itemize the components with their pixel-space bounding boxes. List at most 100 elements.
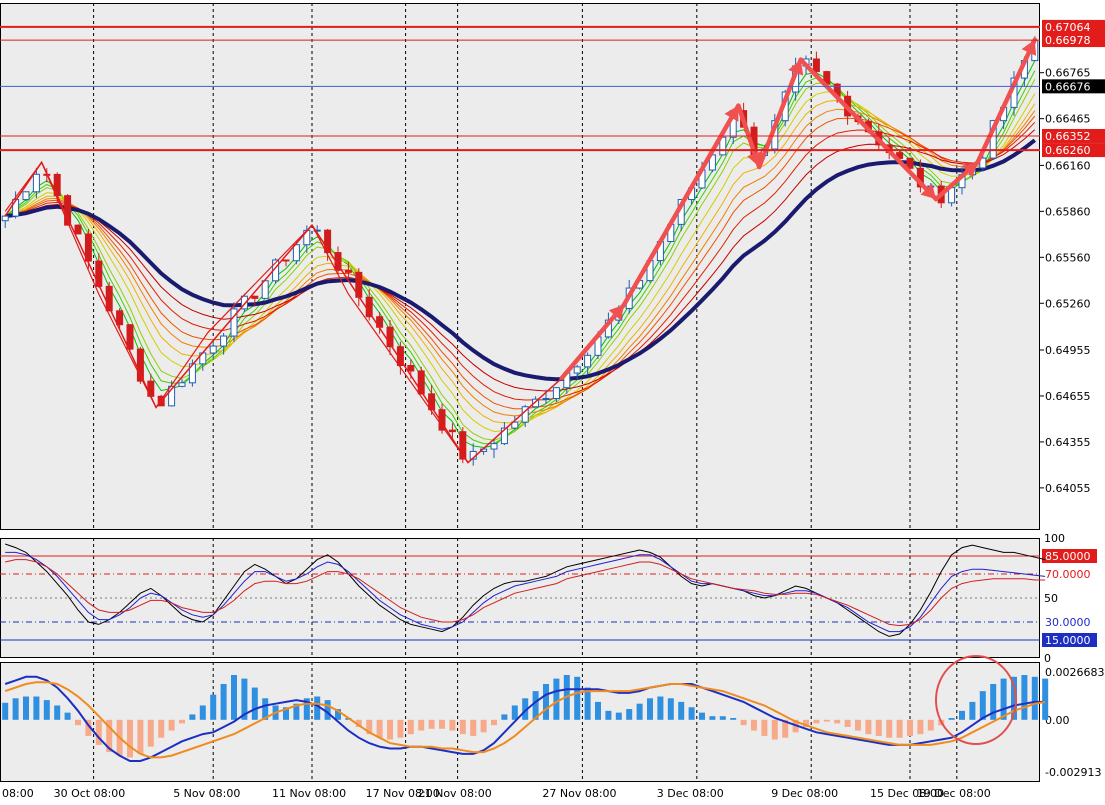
macd-histogram-bar xyxy=(886,719,893,738)
candle-body xyxy=(230,308,238,337)
candle-body xyxy=(386,326,394,348)
trend-arrow-head xyxy=(788,59,804,76)
candle-body xyxy=(105,285,113,312)
candle-body xyxy=(417,370,425,395)
macd-histogram-bar xyxy=(387,719,393,740)
ribbon-ma-line xyxy=(5,115,1036,410)
macd-histogram-bar xyxy=(865,719,872,735)
macd-histogram-bar xyxy=(543,683,549,720)
macd-histogram-bar xyxy=(761,719,768,736)
candle-body xyxy=(1,215,9,222)
x-tick-label: 3 Dec 08:00 xyxy=(657,787,724,800)
macd-histogram-bar xyxy=(730,718,737,720)
candle-body xyxy=(552,387,560,400)
macd-histogram-bar xyxy=(127,719,133,758)
macd-histogram-bar xyxy=(439,719,445,729)
trend-arrow-shaft xyxy=(975,37,1038,165)
macd-histogram-bar xyxy=(355,719,362,727)
macd-histogram-bar xyxy=(293,703,300,720)
macd-histogram-bar xyxy=(366,719,373,735)
x-tick-label: 17 Nov 08:00 xyxy=(366,787,440,800)
x-tick-label: 19 Dec 08:00 xyxy=(917,787,991,800)
candle-body xyxy=(261,280,269,299)
y-tick-label: 0.64355 xyxy=(1045,436,1091,449)
candle-body xyxy=(74,224,82,235)
candle-body xyxy=(490,443,498,450)
macd-histogram-bar xyxy=(85,719,92,736)
macd-histogram-bar xyxy=(1000,678,1007,720)
price-level-label: 0.67064 xyxy=(1045,21,1091,34)
macd-histogram-bar xyxy=(189,714,196,720)
macd-histogram-bar xyxy=(210,694,217,720)
macd-histogram-bar xyxy=(75,719,81,726)
candle-body xyxy=(532,398,540,408)
macd-line xyxy=(4,675,1046,762)
macd-histogram-bar xyxy=(251,687,258,720)
macd-histogram-bar xyxy=(491,719,497,726)
macd-histogram-bar xyxy=(501,714,508,720)
macd-histogram-bar xyxy=(324,700,331,720)
macd-histogram-bar xyxy=(397,719,404,738)
macd-histogram-bar xyxy=(595,701,601,720)
trend-arrow-head xyxy=(1021,39,1037,56)
candle-body xyxy=(220,335,228,347)
macd-histogram-bar xyxy=(803,719,809,727)
macd-histogram-bar xyxy=(470,719,477,736)
stochastic-level-label: 70.0000 xyxy=(1045,568,1091,581)
macd-histogram-bar xyxy=(147,719,154,747)
y-tick-label: 0.64955 xyxy=(1045,344,1091,357)
trend-arrow-head xyxy=(961,162,978,178)
trend-arrow-head xyxy=(920,183,936,200)
macd-histogram-bar xyxy=(54,705,61,720)
macd-histogram-bar xyxy=(584,687,591,720)
price-level-label: 0.66260 xyxy=(1045,144,1091,157)
candle-body xyxy=(251,295,259,299)
price-level-tag xyxy=(1042,19,1105,34)
macd-histogram-bar xyxy=(917,719,924,735)
macd-histogram-bar xyxy=(522,698,529,720)
macd-panel-border xyxy=(0,662,1040,782)
macd-histogram-bar xyxy=(314,696,321,720)
macd-histogram-bar xyxy=(480,719,487,733)
candle-body xyxy=(812,58,820,73)
macd-histogram-bar xyxy=(459,719,466,735)
macd-histogram-bar xyxy=(511,705,518,720)
candle-body xyxy=(573,366,581,374)
macd-annotation-circle xyxy=(935,655,1017,745)
macd-histogram-bar xyxy=(418,719,425,731)
macd-histogram-bar xyxy=(647,698,653,720)
macd-histogram-bar xyxy=(335,709,341,720)
candle-body xyxy=(365,296,373,318)
price-level-tag xyxy=(1042,33,1105,48)
macd-histogram-bar xyxy=(896,719,903,738)
ribbon-ma-line xyxy=(4,60,1036,449)
candle-body xyxy=(240,295,248,310)
macd-histogram-bar xyxy=(751,719,757,731)
macd-histogram-bar xyxy=(64,712,71,720)
macd-histogram-bar xyxy=(626,709,633,720)
trend-arrow-shaft xyxy=(756,57,804,170)
candle-body xyxy=(282,259,290,262)
x-tick-label: 15 Dec 08:00 xyxy=(870,787,944,800)
macd-histogram-bar xyxy=(1031,676,1038,720)
wave-outline xyxy=(4,161,469,463)
price-level-tag xyxy=(1042,128,1105,143)
candle-body xyxy=(126,324,134,350)
macd-y-tick-label: -0.002913 xyxy=(1045,766,1101,779)
macd-panel-background xyxy=(0,662,1040,782)
macd-histogram-bar xyxy=(1021,675,1028,720)
x-tick-label: 21 Nov 08:00 xyxy=(418,787,492,800)
price-level-label: 0.66352 xyxy=(1045,130,1091,143)
macd-histogram-bar xyxy=(823,719,830,722)
macd-histogram-bar xyxy=(449,719,456,731)
macd-histogram-bar xyxy=(220,683,227,720)
macd-histogram-bar xyxy=(990,683,997,720)
macd-histogram-bar xyxy=(844,719,851,727)
macd-signal-line xyxy=(4,681,1046,759)
macd-histogram-bar xyxy=(875,719,882,736)
macd-histogram-bar xyxy=(948,718,955,720)
ribbon-ma-line xyxy=(5,99,1036,424)
y-tick-label: 0.64055 xyxy=(1045,482,1091,495)
macd-histogram-bar xyxy=(303,698,310,720)
price-panel-background xyxy=(0,3,1040,530)
